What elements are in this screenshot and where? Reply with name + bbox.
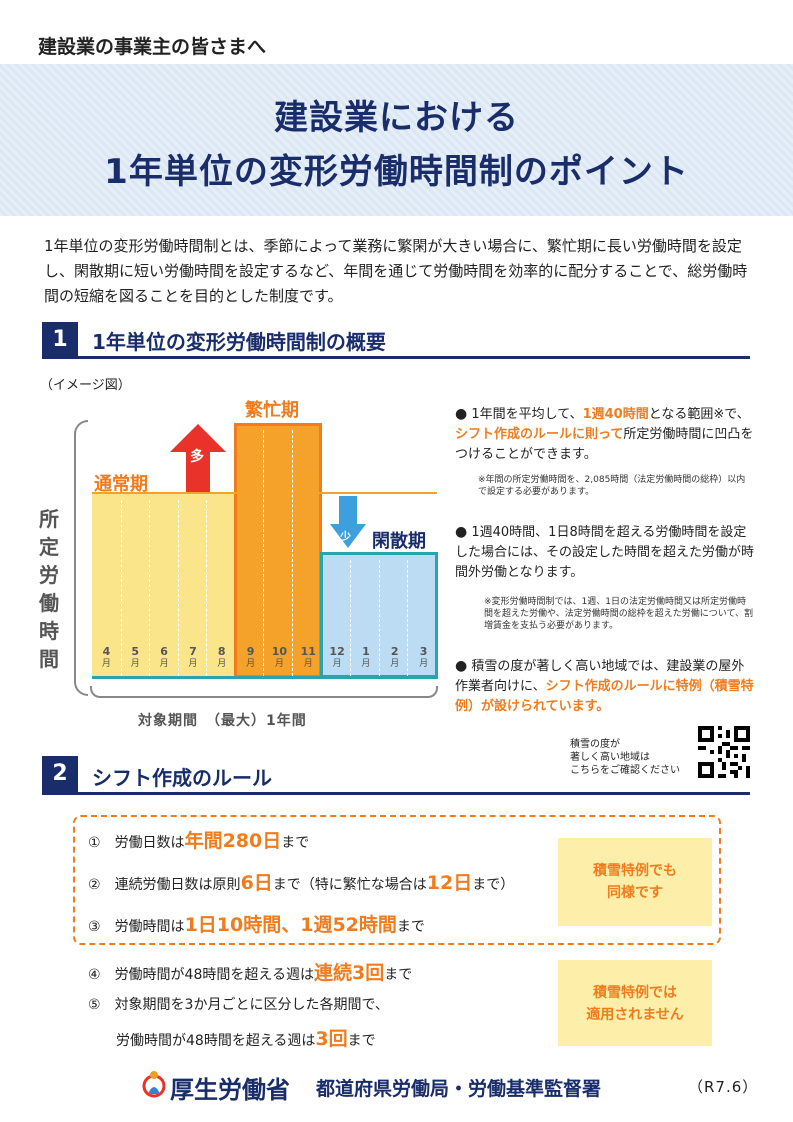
section1-number: 1 (42, 322, 78, 358)
period-label: 対象期間 （最大）1年間 (138, 713, 307, 729)
qr-code-icon[interactable] (698, 726, 750, 778)
month-label: 12 月 (329, 645, 345, 669)
month-label: 10 月 (271, 645, 288, 669)
month-divider (149, 500, 150, 676)
section1-rule (42, 356, 750, 359)
intro-paragraph: 1年単位の変形労働時間制とは、季節によって業務に繁閑が大きい場合に、繁忙期に長い… (44, 237, 748, 305)
rule-3: ③ 労働時間は1日10時間、1週52時間まで (88, 914, 425, 936)
month-divider (379, 560, 380, 676)
page-title-line2: 1年単位の変形労働時間制のポイント (104, 152, 689, 192)
month-divider (121, 500, 122, 676)
section2-number: 2 (42, 756, 78, 792)
rule-2: ② 連続労働日数は原則6日まで（特に繁忙な場合は12日まで） (88, 872, 515, 894)
qr-caption: 積雪の度が 著しく高い地域は こちらをご確認ください (570, 739, 680, 776)
rule-5-line2: 労働時間が48時間を超える週は3回まで (116, 1028, 376, 1050)
baseline (92, 676, 438, 679)
ministry-name: 厚生労働省 (170, 1076, 290, 1104)
average-line (92, 492, 437, 494)
month-labels: 4 月 5 月 6 月 7 月 8 月 9 月 10 月 11 月 12 月 1 月 2 月 3 月 (92, 645, 438, 675)
period-brace (90, 686, 438, 698)
rule-4: ④ 労働時間が48時間を超える週は連続3回まで (88, 962, 413, 984)
arrow-down-label: 少 (340, 530, 351, 543)
bullet-dot: ● (455, 406, 468, 422)
month-divider (263, 430, 264, 676)
bullet-2: ● 1週40時間、1日8時間を超える労働時間を設定した場合には、その設定した時間… (455, 524, 755, 580)
image-label: （イメージ図） (40, 378, 131, 393)
month-divider (350, 560, 351, 676)
label-busy-period: 繁忙期 (245, 400, 299, 421)
version-label: （R7.6） (688, 1078, 759, 1096)
snow-exception-same-box: 積雪特例でも 同様です (558, 838, 712, 926)
rule-1: ① 労働日数は年間280日まで (88, 830, 310, 852)
ministry-logo-icon (142, 1071, 166, 1098)
month-divider (206, 500, 207, 676)
bullet-3: ● 積雪の度が著しく高い地域では、建設業の屋外作業者向けに、シフト作成のルールに… (455, 658, 754, 714)
arrow-up-label: 多 (190, 449, 204, 465)
bullet-1: ● 1年間を平均して、1週40時間となる範囲※で、シフト作成のルールに則って所定… (455, 406, 754, 462)
bureau-name: 都道府県労働局・労働基準監督署 (316, 1078, 602, 1100)
month-divider (407, 560, 408, 676)
arrow-down-icon (330, 496, 366, 548)
label-quiet-period: 閑散期 (372, 531, 426, 552)
bullet-1-note: ※年間の所定労働時間を、2,085時間（法定労働時間の総枠）以内で設定する必要が… (478, 475, 746, 497)
rule-5: ⑤ 対象期間を3か月ごとに区分した各期間で、 (88, 997, 389, 1013)
title-banner (0, 64, 793, 216)
arrow-up-icon (170, 424, 226, 492)
section2-title: シフト作成のルール (92, 766, 272, 790)
section1-title: 1年単位の変形労働時間制の概要 (92, 330, 386, 354)
audience-heading: 建設業の事業主の皆さまへ (38, 36, 267, 58)
vertical-brace (74, 420, 88, 696)
page-title-line1: 建設業における (274, 98, 519, 138)
month-label: 11 月 (300, 645, 316, 669)
rules-dashed-box (73, 815, 721, 945)
month-divider (292, 430, 293, 676)
vertical-axis-label: 所定労働時間 (39, 507, 59, 671)
bullet-2-note: ※変形労働時間制では、1週、1日の法定労働時間又は所定労働時間を超えた労働や、法… (484, 597, 754, 631)
snow-exception-not-applied-box: 積雪特例では 適用されません (558, 960, 712, 1046)
bar-busy-period (234, 423, 322, 678)
month-divider (178, 500, 179, 676)
bar-normal-period (92, 494, 234, 678)
label-normal-period: 通常期 (94, 474, 148, 495)
section2-rule (42, 792, 750, 795)
